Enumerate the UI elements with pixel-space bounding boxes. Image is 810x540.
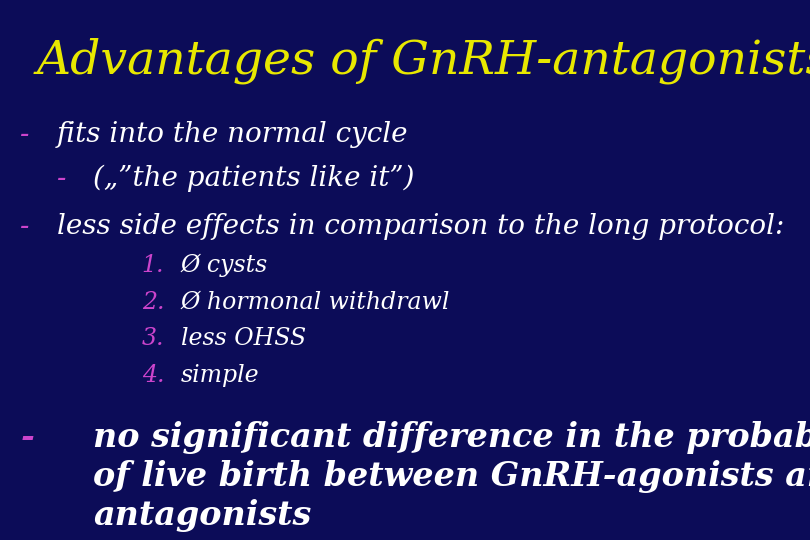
Text: -: - [57, 165, 66, 192]
Text: of live birth between GnRH-agonists and: of live birth between GnRH-agonists and [93, 460, 810, 493]
Text: Ø hormonal withdrawl: Ø hormonal withdrawl [181, 291, 450, 314]
Text: 3.: 3. [142, 327, 164, 350]
Text: -: - [20, 122, 30, 148]
Text: antagonists: antagonists [93, 499, 311, 532]
Text: 4.: 4. [142, 364, 164, 387]
Text: 1.: 1. [142, 254, 164, 277]
Text: less OHSS: less OHSS [181, 327, 305, 350]
Text: Ø cysts: Ø cysts [181, 254, 268, 277]
Text: 2.: 2. [142, 291, 164, 314]
Text: less side effects in comparison to the long protocol:: less side effects in comparison to the l… [57, 213, 784, 240]
Text: („”the patients like it”): („”the patients like it”) [93, 165, 415, 192]
Text: -: - [20, 213, 30, 240]
Text: fits into the normal cycle: fits into the normal cycle [57, 122, 408, 148]
Text: -: - [20, 421, 34, 454]
Text: no significant difference in the probability: no significant difference in the probabi… [93, 421, 810, 454]
Text: Advantages of GnRH-antagonists: Advantages of GnRH-antagonists [36, 38, 810, 84]
Text: simple: simple [181, 364, 259, 387]
